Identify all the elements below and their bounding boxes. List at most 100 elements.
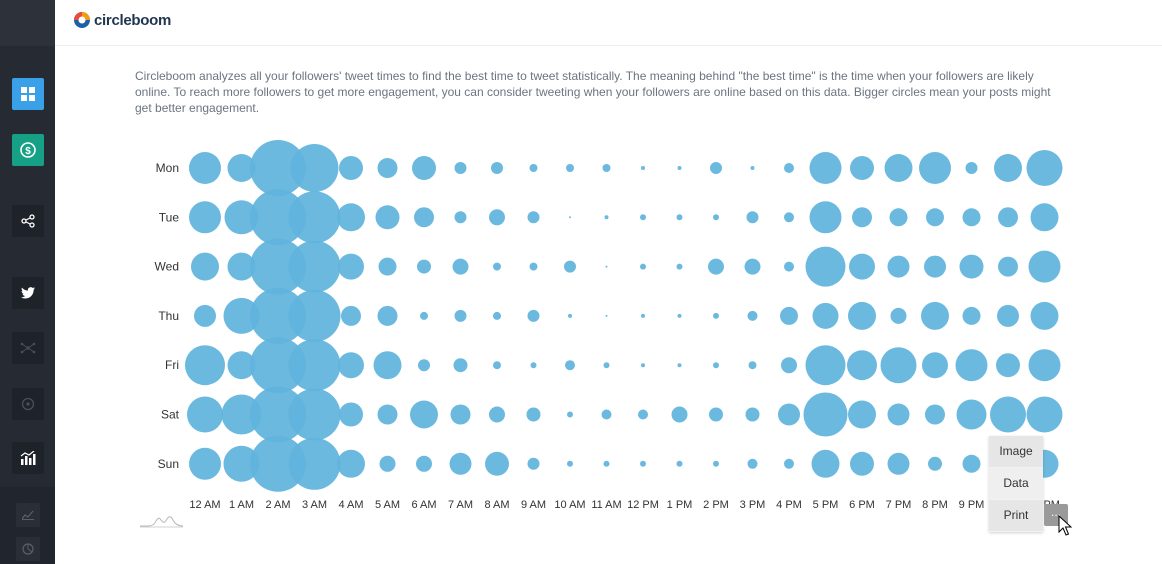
bubble-fri-2-pm[interactable]: [713, 362, 719, 369]
bubble-tue-1-am[interactable]: [224, 200, 259, 235]
bubble-thu-1-am[interactable]: [223, 297, 260, 334]
bubble-fri-4-pm[interactable]: [781, 357, 797, 374]
bubble-thu-4-pm[interactable]: [780, 306, 798, 325]
bubble-sun-5-pm[interactable]: [811, 449, 840, 478]
bubble-tue-3-pm[interactable]: [746, 211, 759, 224]
bubble-mon-5-am[interactable]: [377, 158, 398, 178]
bubble-tue-12-pm[interactable]: [640, 214, 646, 221]
bubble-sun-6-pm[interactable]: [850, 451, 874, 476]
bubble-thu-6-am[interactable]: [420, 311, 428, 320]
bubble-mon-8-pm[interactable]: [919, 152, 951, 184]
bubble-thu-11-am[interactable]: [605, 314, 608, 317]
bubble-fri-4-am[interactable]: [338, 352, 364, 379]
bubble-sat-2-pm[interactable]: [709, 407, 723, 422]
bubble-fri-6-pm[interactable]: [847, 350, 877, 381]
pie-chart-icon[interactable]: [16, 537, 40, 561]
bubble-tue-2-pm[interactable]: [713, 214, 719, 221]
bubble-fri-3-am[interactable]: [288, 339, 341, 392]
bubble-wed-4-pm[interactable]: [784, 261, 794, 272]
bubble-mon-5-pm[interactable]: [809, 152, 842, 184]
bubble-fri-1-pm[interactable]: [677, 363, 682, 368]
bubble-fri-11-pm[interactable]: [1028, 349, 1061, 382]
bubble-wed-7-am[interactable]: [452, 258, 469, 275]
bubble-mon-9-am[interactable]: [529, 164, 538, 172]
bubble-mon-12-am[interactable]: [189, 152, 221, 184]
bubble-thu-5-pm[interactable]: [812, 302, 839, 329]
bubble-wed-3-pm[interactable]: [744, 258, 761, 275]
bubble-sun-3-am[interactable]: [288, 437, 341, 490]
bubble-thu-6-pm[interactable]: [848, 301, 876, 330]
twitter-icon[interactable]: [12, 277, 44, 309]
bubble-sun-11-am[interactable]: [603, 460, 610, 467]
bubble-wed-5-am[interactable]: [378, 257, 397, 276]
bubble-fri-6-am[interactable]: [418, 359, 430, 372]
bubble-mon-9-pm[interactable]: [965, 162, 978, 174]
bubble-tue-8-pm[interactable]: [926, 208, 944, 227]
bubble-wed-10-am[interactable]: [564, 260, 576, 273]
bubble-wed-6-pm[interactable]: [849, 253, 875, 280]
bubble-mon-10-pm[interactable]: [994, 154, 1022, 182]
bubble-thu-2-pm[interactable]: [713, 312, 719, 319]
bubble-thu-11-pm[interactable]: [1030, 301, 1059, 330]
bubble-sun-12-am[interactable]: [189, 447, 221, 480]
bubble-sun-1-am[interactable]: [223, 445, 260, 482]
export-print-item[interactable]: Print: [989, 500, 1043, 531]
bubble-sun-2-pm[interactable]: [713, 460, 719, 467]
bubble-sat-7-am[interactable]: [450, 404, 471, 425]
bubble-tue-10-am[interactable]: [569, 216, 571, 219]
bubble-mon-7-pm[interactable]: [884, 154, 913, 182]
bubble-thu-1-pm[interactable]: [677, 313, 682, 318]
bar-chart-icon[interactable]: [12, 442, 44, 474]
bubble-fri-12-am[interactable]: [185, 345, 225, 386]
bubble-mon-1-pm[interactable]: [677, 166, 682, 170]
bubble-sat-4-am[interactable]: [339, 402, 363, 427]
bubble-sun-8-pm[interactable]: [928, 456, 942, 471]
bubble-wed-12-am[interactable]: [191, 252, 219, 281]
bubble-mon-11-pm[interactable]: [1026, 150, 1063, 186]
bubble-thu-12-am[interactable]: [194, 304, 216, 327]
dashboard-icon[interactable]: [12, 78, 44, 110]
bubble-fri-3-pm[interactable]: [748, 361, 757, 370]
bubble-tue-5-am[interactable]: [375, 205, 400, 230]
bubble-sun-4-am[interactable]: [337, 449, 365, 478]
bubble-tue-6-pm[interactable]: [852, 207, 872, 228]
bubble-sat-12-pm[interactable]: [638, 409, 648, 420]
bubble-tue-4-pm[interactable]: [784, 212, 794, 223]
bubble-sun-1-pm[interactable]: [676, 460, 683, 467]
bubble-mon-4-am[interactable]: [339, 156, 363, 180]
network-icon[interactable]: [12, 332, 44, 364]
bubble-sun-5-am[interactable]: [379, 455, 396, 472]
bubble-wed-6-am[interactable]: [417, 259, 431, 274]
bubble-mon-2-am[interactable]: [250, 140, 306, 196]
bubble-tue-7-am[interactable]: [454, 211, 467, 224]
bubble-sat-5-pm[interactable]: [803, 392, 848, 437]
bubble-sun-7-am[interactable]: [449, 452, 472, 475]
dollar-icon[interactable]: $: [12, 134, 44, 166]
bubble-mon-12-pm[interactable]: [641, 166, 645, 170]
bubble-thu-4-am[interactable]: [341, 305, 361, 326]
export-data-item[interactable]: Data: [989, 468, 1043, 499]
bubble-sat-6-am[interactable]: [410, 400, 438, 429]
bubble-sun-3-pm[interactable]: [747, 458, 758, 469]
bubble-wed-1-pm[interactable]: [676, 263, 683, 270]
bubble-sun-6-am[interactable]: [416, 455, 432, 472]
bubble-wed-9-am[interactable]: [529, 262, 538, 271]
bubble-wed-4-am[interactable]: [338, 253, 364, 280]
bubble-sat-1-pm[interactable]: [671, 406, 688, 423]
bubble-wed-8-am[interactable]: [493, 262, 501, 271]
bubble-tue-2-am[interactable]: [250, 189, 306, 246]
bubble-sun-8-am[interactable]: [485, 451, 509, 476]
bubble-mon-3-am[interactable]: [290, 144, 339, 192]
bubble-sat-5-am[interactable]: [377, 404, 398, 425]
bubble-thu-7-pm[interactable]: [890, 307, 907, 324]
bubble-wed-10-pm[interactable]: [998, 256, 1018, 277]
bubble-mon-3-pm[interactable]: [750, 166, 755, 170]
bubble-sat-4-pm[interactable]: [778, 403, 800, 426]
bubble-sun-7-pm[interactable]: [887, 452, 910, 475]
bubble-fri-5-pm[interactable]: [805, 345, 846, 386]
bubble-sat-3-pm[interactable]: [745, 407, 760, 422]
bubble-thu-3-am[interactable]: [288, 289, 341, 342]
bubble-sat-12-am[interactable]: [187, 396, 223, 433]
bubble-wed-5-pm[interactable]: [805, 246, 846, 287]
bubble-sun-12-pm[interactable]: [640, 460, 646, 467]
